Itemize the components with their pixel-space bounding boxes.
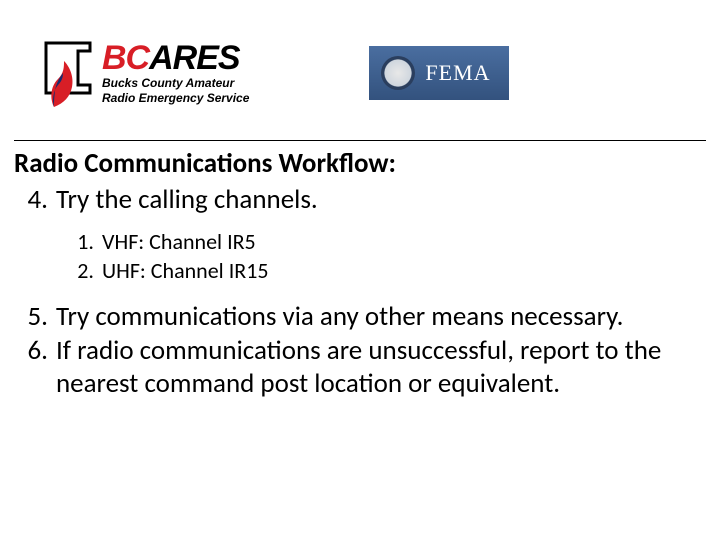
bcares-sub2: Radio Emergency Service bbox=[102, 92, 249, 105]
bcares-logo: BCARES Bucks County Amateur Radio Emerge… bbox=[40, 37, 249, 109]
slide: BCARES Bucks County Amateur Radio Emerge… bbox=[0, 0, 720, 540]
list-item: 5. Try communications via any other mean… bbox=[14, 300, 706, 334]
bcares-text: BCARES Bucks County Amateur Radio Emerge… bbox=[102, 41, 249, 105]
fema-seal-icon bbox=[381, 56, 415, 90]
list-text: If radio communications are unsuccessful… bbox=[56, 334, 706, 402]
sub-list: 1. VHF: Channel IR5 2. UHF: Channel IR15 bbox=[66, 227, 706, 286]
sub-list-number: 2. bbox=[66, 256, 102, 286]
bcares-brand-black: ARES bbox=[149, 39, 239, 77]
logo-row: BCARES Bucks County Amateur Radio Emerge… bbox=[40, 18, 680, 128]
sub-list-text: UHF: Channel IR15 bbox=[102, 256, 706, 286]
list-text: Try the calling channels. bbox=[56, 183, 706, 217]
fema-logo: FEMA bbox=[369, 46, 508, 100]
sub-list-item: 2. UHF: Channel IR15 bbox=[66, 256, 706, 286]
content-area: Radio Communications Workflow: 4. Try th… bbox=[14, 140, 706, 401]
heading: Radio Communications Workflow: bbox=[14, 147, 706, 181]
list-number: 4. bbox=[14, 183, 56, 217]
bcares-brand-red: BC bbox=[102, 39, 149, 77]
list-number: 5. bbox=[14, 300, 56, 334]
sub-list-item: 1. VHF: Channel IR5 bbox=[66, 227, 706, 257]
list-number: 6. bbox=[14, 334, 56, 368]
list-item: 4. Try the calling channels. bbox=[14, 183, 706, 217]
list-text: Try communications via any other means n… bbox=[56, 300, 706, 334]
bcares-sub1: Bucks County Amateur bbox=[102, 77, 249, 90]
sub-list-number: 1. bbox=[66, 227, 102, 257]
sub-list-text: VHF: Channel IR5 bbox=[102, 227, 706, 257]
list-item: 6. If radio communications are unsuccess… bbox=[14, 334, 706, 402]
bcares-mark-icon bbox=[40, 37, 96, 109]
fema-label: FEMA bbox=[425, 60, 490, 86]
bcares-brand: BCARES bbox=[102, 41, 249, 75]
